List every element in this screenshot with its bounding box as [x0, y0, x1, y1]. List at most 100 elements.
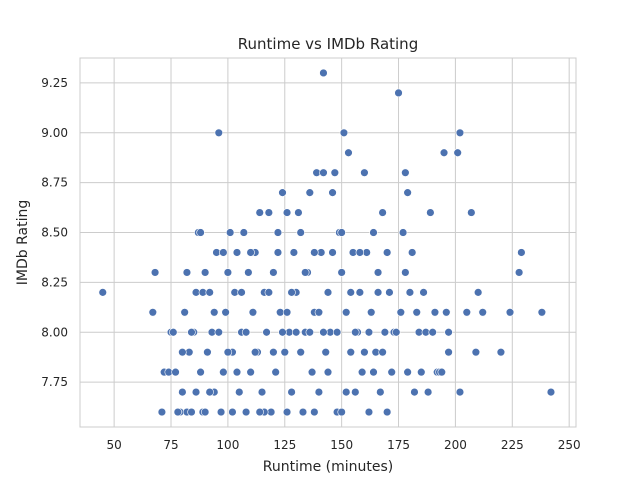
scatter-point — [330, 168, 340, 177]
scatter-point — [301, 268, 310, 277]
grid-lines — [80, 58, 576, 427]
scatter-point — [364, 407, 374, 417]
y-tick-label: 8.50 — [41, 226, 68, 240]
scatter-point — [396, 308, 406, 317]
scatter-point — [430, 308, 440, 317]
scatter-point — [364, 328, 374, 337]
scatter-point — [232, 367, 242, 377]
scatter-point — [337, 407, 346, 417]
scatter-point — [223, 348, 233, 357]
scatter-point — [357, 367, 367, 377]
scatter-point — [282, 407, 292, 417]
scatter-point — [291, 328, 301, 337]
scatter-point — [148, 308, 158, 317]
scatter-point — [373, 288, 383, 297]
scatter-point — [273, 248, 283, 257]
scatter-point — [214, 328, 223, 337]
scatter-point — [453, 148, 462, 157]
scatter-point — [294, 208, 303, 217]
x-tick-label: 250 — [558, 438, 581, 452]
scatter-point — [339, 128, 349, 137]
scatter-point — [180, 308, 189, 317]
scatter-point — [264, 288, 274, 297]
scatter-point — [351, 387, 360, 397]
scatter-point — [319, 68, 328, 78]
y-tick-label: 8.00 — [41, 325, 68, 339]
scatter-point — [355, 288, 365, 297]
scatter-point — [405, 288, 415, 297]
scatter-point — [169, 328, 178, 337]
scatter-point — [342, 387, 351, 397]
scatter-point — [214, 128, 223, 137]
scatter-point — [241, 328, 251, 337]
x-tick-label: 50 — [106, 438, 121, 452]
scatter-point — [305, 188, 314, 197]
scatter-point — [203, 348, 212, 357]
scatter-point — [401, 268, 410, 277]
scatter-point — [517, 248, 526, 257]
x-axis-label: Runtime (minutes) — [263, 459, 394, 475]
y-axis-label: IMDb Rating — [15, 200, 31, 285]
scatter-point — [98, 288, 107, 297]
scatter-point — [467, 208, 476, 217]
scatter-point — [171, 367, 180, 377]
scatter-point — [296, 348, 305, 357]
x-tick-label: 150 — [330, 438, 353, 452]
scatter-point — [232, 248, 242, 257]
y-tick-labels: 7.75 8.00 8.25 8.50 8.75 9.00 9.25 — [41, 76, 68, 389]
scatter-point — [187, 407, 196, 417]
scatter-point — [248, 308, 258, 317]
scatter-point — [282, 208, 292, 217]
scatter-point — [369, 367, 378, 377]
scatter-point — [455, 128, 465, 137]
x-tick-label: 100 — [216, 438, 239, 452]
x-tick-label: 75 — [163, 438, 178, 452]
y-tick-label: 7.75 — [41, 375, 68, 389]
scatter-point — [398, 228, 408, 237]
scatter-point — [221, 308, 230, 317]
scatter-point — [439, 148, 449, 157]
scatter-point — [262, 328, 271, 337]
scatter-point — [382, 248, 392, 257]
scatter-point — [344, 148, 353, 157]
scatter-point — [223, 268, 233, 277]
scatter-point — [367, 308, 376, 317]
scatter-point — [380, 328, 390, 337]
scatter-point — [428, 328, 437, 337]
scatter-point — [225, 228, 235, 237]
scatter-point — [332, 328, 342, 337]
x-tick-labels: 50 75 100 125 150 175 200 225 250 — [106, 438, 580, 452]
x-tick-label: 225 — [501, 438, 524, 452]
scatter-point — [178, 387, 187, 397]
x-tick-label: 200 — [444, 438, 467, 452]
scatter-point — [412, 308, 421, 317]
scatter-point — [355, 248, 365, 257]
scatter-point — [346, 348, 355, 357]
scatter-point — [478, 308, 487, 317]
scatter-point — [210, 308, 219, 317]
scatter-point — [287, 387, 296, 397]
scatter-point — [394, 88, 403, 98]
scatter-point — [157, 407, 167, 417]
scatter-point — [191, 387, 201, 397]
y-tick-label: 8.25 — [41, 275, 68, 289]
scatter-point — [246, 248, 255, 257]
chart-title: Runtime vs IMDb Rating — [238, 35, 418, 53]
scatter-point — [298, 407, 308, 417]
scatter-point — [200, 268, 210, 277]
scatter-point — [328, 188, 337, 197]
scatter-point — [319, 328, 328, 337]
scatter-point — [264, 208, 274, 217]
scatter-point — [410, 387, 419, 397]
scatter-point — [205, 387, 214, 397]
y-tick-label: 9.25 — [41, 76, 68, 90]
scatter-point — [314, 308, 324, 317]
scatter-point — [437, 367, 446, 377]
scatter-point — [278, 328, 287, 337]
y-tick-label: 8.75 — [41, 176, 68, 190]
scatter-point — [471, 348, 481, 357]
scatter-point — [287, 288, 296, 297]
scatter-point — [173, 407, 183, 417]
scatter-point — [385, 288, 394, 297]
scatter-point — [403, 188, 412, 197]
